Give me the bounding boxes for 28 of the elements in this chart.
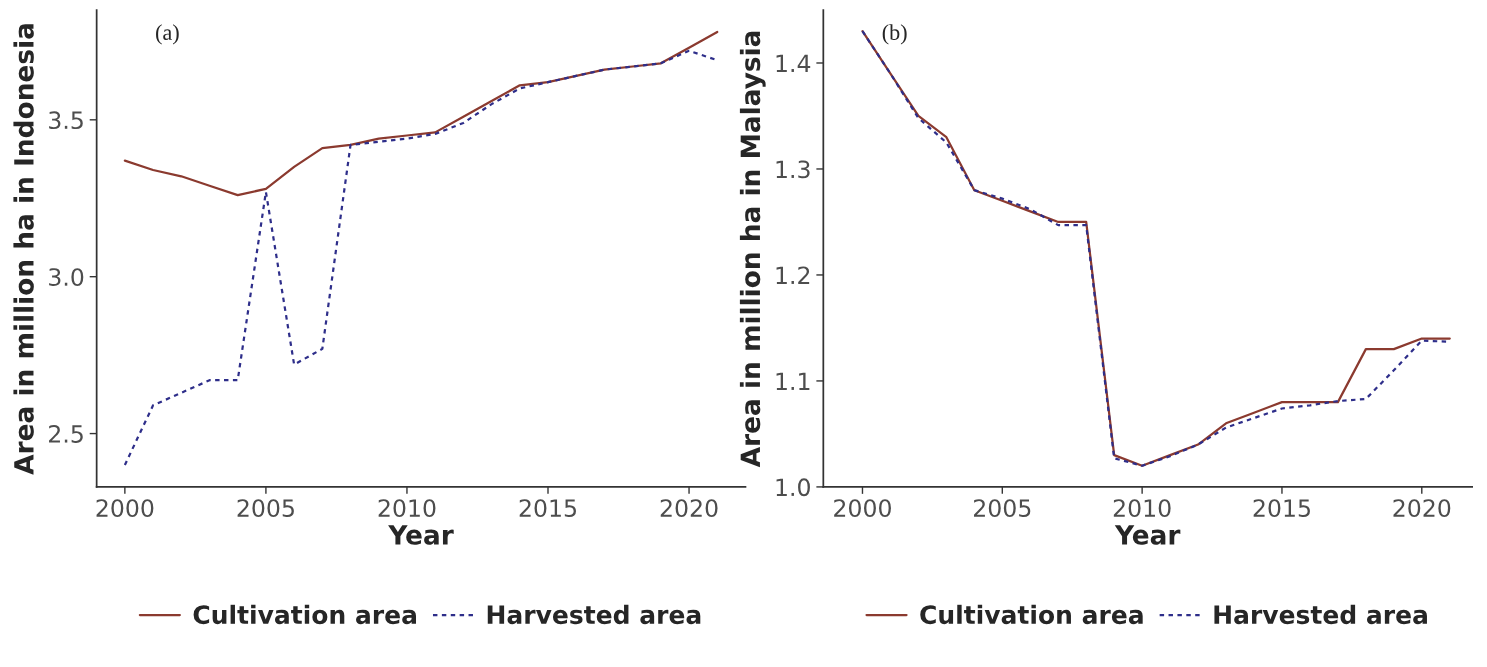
x-tick-label: 2000 [834, 499, 891, 517]
x-tick-label: 2010 [378, 499, 436, 517]
y-tick-label: 1.2 [776, 266, 810, 284]
y-tick-label: 2.5 [49, 425, 83, 443]
y-tick-label: 1.4 [776, 54, 811, 72]
x-tick-label: 2000 [96, 499, 154, 517]
y-tick-label: 3.5 [49, 111, 83, 130]
legend-label: Harvested area [487, 604, 701, 625]
y-tick-label: 1.0 [776, 478, 810, 497]
x-tick-label: 2005 [237, 499, 294, 517]
x-tick-label: 2010 [1113, 499, 1171, 517]
legend-label: Cultivation area [920, 604, 1143, 625]
x-axis-title: Year [1114, 525, 1181, 545]
legend-label: Cultivation area [193, 604, 417, 625]
y-tick-label: 1.1 [776, 372, 810, 390]
x-tick-label: 2015 [519, 499, 576, 517]
x-tick-label: 2015 [1253, 499, 1310, 517]
annotation: (a) [156, 24, 179, 45]
y-axis-title: Area in million ha in Malaysia [739, 31, 766, 468]
legend-label: Harvested area [1214, 604, 1427, 625]
x-axis-title: Year [388, 525, 454, 545]
x-tick-label: 2005 [973, 499, 1031, 517]
x-tick-label: 2020 [1393, 499, 1451, 517]
x-tick-label: 2020 [660, 499, 718, 517]
y-axis-title: Area in million ha in Indonesia [13, 24, 34, 475]
annotation: (b) [882, 24, 907, 45]
y-tick-label: 1.3 [776, 160, 810, 179]
y-tick-label: 3.0 [49, 268, 84, 286]
